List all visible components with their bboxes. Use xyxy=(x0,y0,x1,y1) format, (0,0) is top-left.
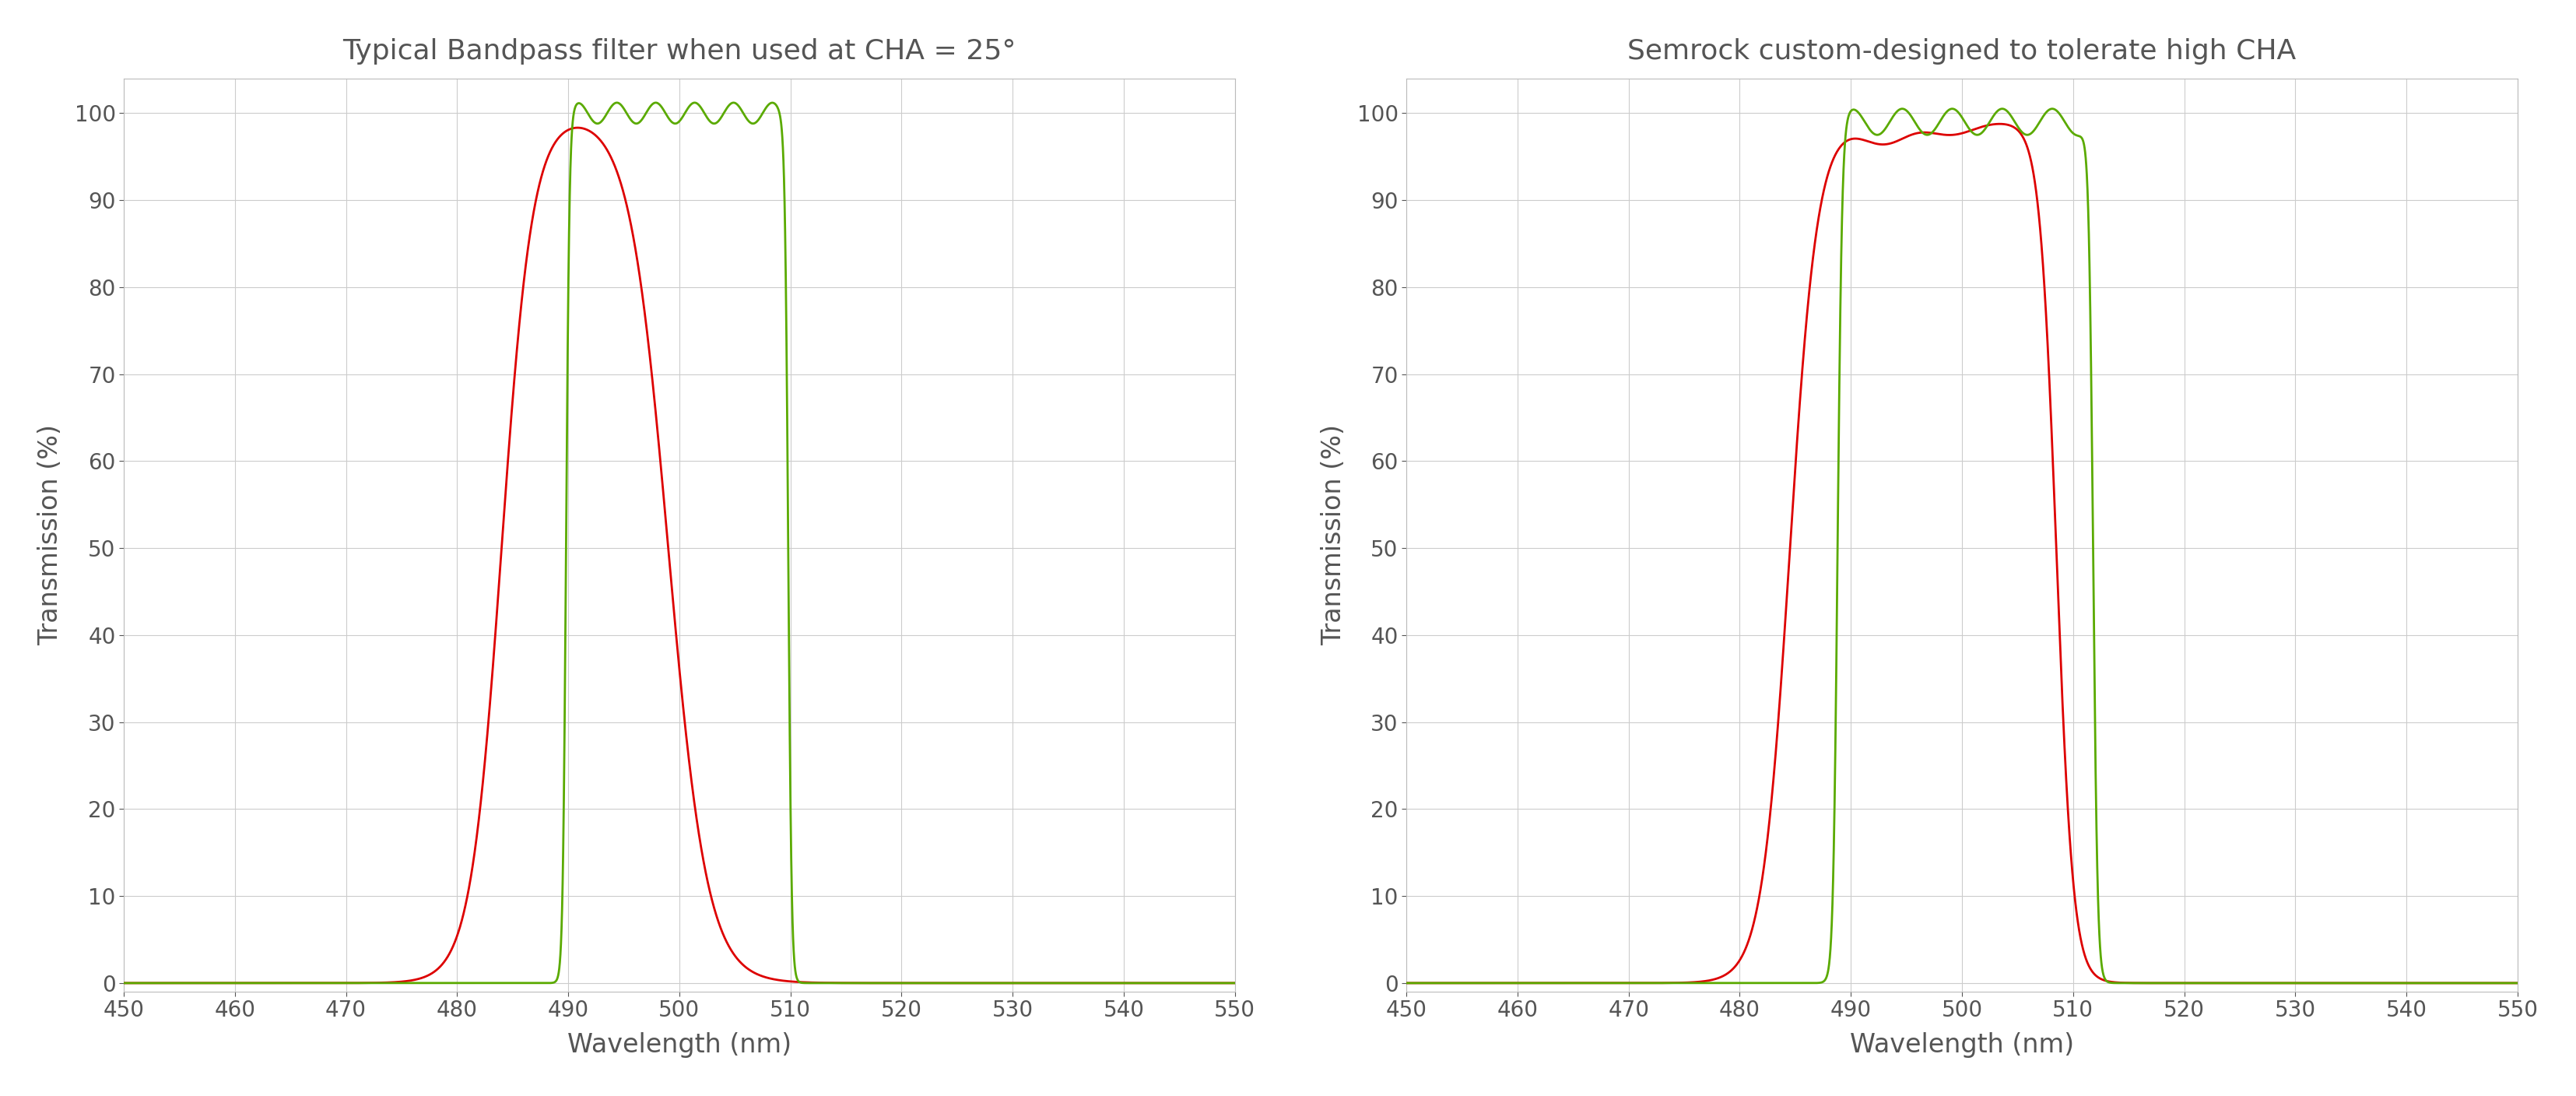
Title: Semrock custom-designed to tolerate high CHA: Semrock custom-designed to tolerate high… xyxy=(1628,38,2295,65)
Title: Typical Bandpass filter when used at CHA = 25°: Typical Bandpass filter when used at CHA… xyxy=(343,38,1015,65)
X-axis label: Wavelength (nm): Wavelength (nm) xyxy=(1850,1032,2074,1058)
Y-axis label: Transmission (%): Transmission (%) xyxy=(39,424,64,646)
Y-axis label: Transmission (%): Transmission (%) xyxy=(1321,424,1347,646)
X-axis label: Wavelength (nm): Wavelength (nm) xyxy=(567,1032,791,1058)
